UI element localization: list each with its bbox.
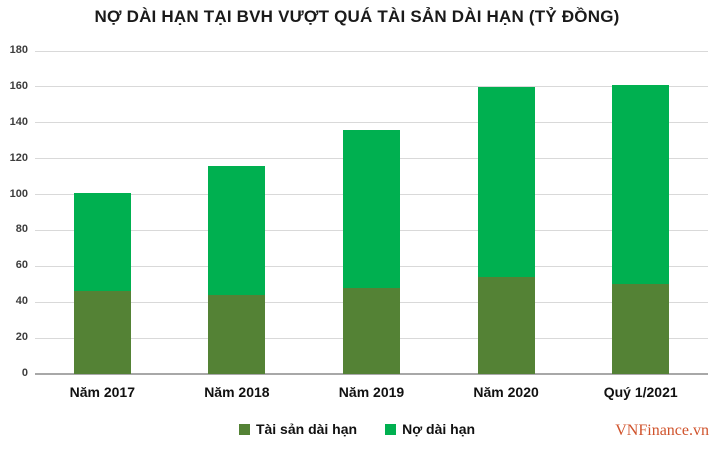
bar-4 bbox=[477, 51, 535, 374]
legend-item-assets: Tài sản dài hạn bbox=[238, 421, 358, 437]
x-category-label: Năm 2019 bbox=[338, 384, 405, 400]
gridline bbox=[35, 86, 708, 88]
bar-segment-debt bbox=[73, 192, 131, 292]
y-tick-label: 0 bbox=[21, 367, 28, 379]
x-category-label: Năm 2017 bbox=[69, 384, 135, 400]
watermark: VNFinance.vn bbox=[615, 422, 709, 439]
bar-5 bbox=[612, 51, 670, 374]
y-tick-label: 60 bbox=[15, 259, 28, 272]
x-axis-line bbox=[35, 373, 708, 375]
bar-segment-assets bbox=[73, 291, 131, 374]
bar-segment-debt bbox=[612, 85, 670, 285]
bar-segment-assets bbox=[477, 277, 535, 374]
y-tick-label: 80 bbox=[15, 223, 28, 236]
bar-3 bbox=[343, 51, 400, 374]
x-axis-labels: Năm 2017 Năm 2018 Năm 2019 Năm 2020 Quý 1/20… bbox=[35, 384, 708, 404]
y-tick-label: 40 bbox=[15, 295, 28, 308]
bar-2 bbox=[208, 51, 266, 374]
y-tick-label: 20 bbox=[15, 331, 28, 344]
legend-item-debt: Nợ dài hạn bbox=[385, 421, 475, 437]
bar-segment-assets bbox=[612, 284, 670, 374]
y-axis-labels: 0 20 40 60 80 100 120 140 160 180 bbox=[0, 44, 30, 379]
y-tick-label: 100 bbox=[9, 187, 28, 200]
legend-label: Tài sản dài hạn bbox=[255, 421, 358, 437]
bar-segment-debt bbox=[343, 129, 400, 288]
bar-segment-assets bbox=[343, 287, 400, 374]
bar-1 bbox=[73, 51, 131, 374]
bar-segment-debt bbox=[208, 165, 266, 296]
gridline bbox=[35, 50, 708, 52]
bar-segment-debt bbox=[477, 86, 535, 278]
gridline bbox=[35, 122, 708, 124]
y-tick-label: 120 bbox=[9, 151, 28, 164]
plot-area bbox=[35, 50, 708, 375]
y-tick-label: 160 bbox=[9, 79, 28, 92]
chart-title: NỢ DÀI HẠN TẠI BVH VƯỢT QUÁ TÀI SẢN DÀI … bbox=[94, 7, 620, 26]
x-category-label: Quý 1/2021 bbox=[603, 384, 678, 400]
bar-segment-assets bbox=[208, 295, 266, 374]
legend-label: Nợ dài hạn bbox=[402, 421, 476, 437]
y-tick-label: 140 bbox=[9, 115, 28, 128]
legend-swatch-icon bbox=[385, 423, 397, 435]
y-tick-label: 180 bbox=[9, 44, 28, 56]
legend: Tài sản dài hạn Nợ dài hạn bbox=[0, 421, 714, 437]
x-category-label: Năm 2020 bbox=[473, 384, 539, 400]
legend-swatch-icon bbox=[238, 423, 250, 435]
x-category-label: Năm 2018 bbox=[204, 384, 270, 400]
